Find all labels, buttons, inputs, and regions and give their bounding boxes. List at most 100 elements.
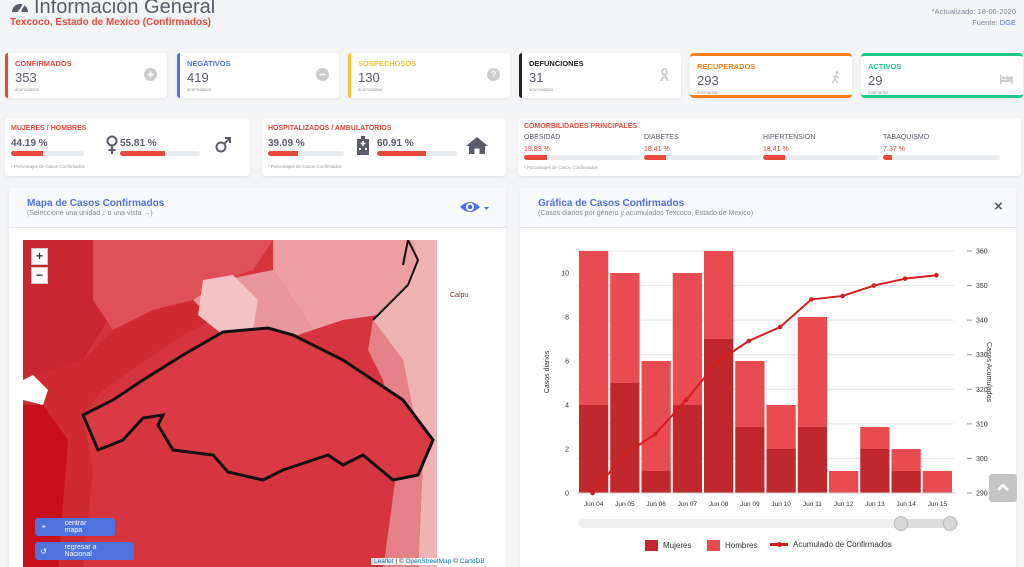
hospital-label: HOSPITALIZADOS / AMBULATORIOS: [268, 125, 392, 132]
stat-sublabel: estimados: [697, 90, 718, 95]
bar-hombres: [797, 317, 827, 427]
map-region[interactable]: [373, 240, 437, 567]
chart-range-slider[interactable]: [578, 519, 958, 528]
stat-card-activos: ACTIVOS 29 estimados: [861, 53, 1023, 98]
home-icon: [466, 137, 488, 154]
map-region[interactable]: [23, 300, 213, 567]
point-acumulado: [871, 283, 877, 288]
men-bar: [120, 151, 200, 156]
back-national-button[interactable]: ↺ regresar a Nacional: [35, 542, 134, 560]
stat-card-confirmados: CONFIRMADOS 353 acumulados: [5, 53, 167, 98]
walking-icon: [831, 71, 840, 84]
page-title: Información General: [34, 0, 216, 18]
close-icon[interactable]: ×: [994, 198, 1003, 215]
map-place-label: Calpu: [450, 292, 469, 299]
stat-label: RECUPERADOS: [697, 62, 756, 71]
point-acumulado: [590, 490, 595, 496]
map-region[interactable]: [273, 240, 418, 330]
y-tick-label: 6: [565, 359, 569, 366]
stat-card-negativos: NEGATIVOS 419 acumulados: [177, 53, 339, 98]
page-subtitle: Texcoco, Estado de Mexico (Confirmados): [10, 17, 211, 28]
cartodb-link[interactable]: CartoDB: [459, 558, 485, 565]
women-percentage: 44.19 %: [11, 138, 48, 149]
choropleth-map[interactable]: [23, 240, 437, 567]
source-label: Fuente:: [972, 18, 998, 27]
x-tick-label: Jun 07: [678, 501, 698, 508]
stat-label: SOSPECHOSOS: [358, 59, 417, 68]
attribution-sep: ©: [451, 558, 460, 565]
scroll-top-button[interactable]: [989, 474, 1017, 502]
minus-circle-icon: [316, 68, 329, 81]
gender-label: MUJERES / HOMBRES: [11, 125, 87, 132]
y-right-tick-label: 300: [976, 456, 988, 463]
center-map-button[interactable]: ⌖ centrar mapa: [35, 518, 115, 536]
source-link[interactable]: DGE: [999, 18, 1016, 27]
zoom-out-button[interactable]: −: [31, 267, 48, 284]
osm-link[interactable]: OpenStreetMap: [405, 558, 452, 565]
y-right-tick-label: 330: [976, 352, 988, 359]
stat-sublabel: acumulados: [187, 87, 212, 92]
comorbidity-bar: [524, 155, 641, 160]
cases-chart: 0 2 4 6 8 10 290 300 310 320 330 340 350 360 Casos dia…: [544, 249, 992, 509]
x-tick-label: Jun 10: [771, 501, 791, 508]
map-region[interactable]: [23, 375, 48, 405]
male-icon: [215, 137, 231, 153]
comorbidity-name: TABAQUISMO: [883, 134, 930, 141]
selected-municipality-outline[interactable]: [81, 326, 435, 482]
stat-label: CONFIRMADOS: [15, 59, 72, 68]
stat-card-recuperados: RECUPERADOS 293 estimados: [690, 53, 852, 98]
bar-mujeres: [704, 339, 734, 493]
bar-hombres: [922, 471, 952, 493]
bar-mujeres: [797, 427, 827, 493]
legend-mujeres[interactable]: Mujeres: [645, 540, 691, 551]
point-acumulado: [777, 324, 783, 330]
x-tick-label: Jun 05: [615, 501, 635, 508]
map-region[interactable]: [198, 275, 258, 335]
ambulatory-percentage: 60.91 %: [377, 138, 414, 149]
stat-value: 29: [868, 73, 883, 88]
stat-value: 419: [187, 70, 209, 85]
hospital-card: HOSPITALIZADOS / AMBULATORIOS 39.09 % 60…: [262, 118, 506, 176]
legend-label: Mujeres: [663, 541, 692, 550]
map-region[interactable]: [93, 240, 273, 330]
update-info: *Actualizado: 18-06-2020 Fuente: DGE: [932, 6, 1016, 28]
point-acumulado: [652, 431, 658, 437]
range-handle-left[interactable]: [894, 516, 908, 531]
attribution-sep: | ©: [393, 558, 406, 565]
comorbidity-percentage: 18.41 %: [763, 146, 789, 153]
view-toggle-eye-icon[interactable]: [459, 199, 489, 215]
point-acumulado: [809, 297, 814, 302]
comorbidities-card: COMORBILIDADES PRINCIPALES OBESIDAD 19.83…: [518, 118, 1021, 176]
y-tick-label: 2: [565, 447, 569, 454]
bed-icon: [1000, 75, 1013, 84]
dashboard-gauge-icon: [12, 3, 28, 13]
stat-label: DEFUNCIONES: [529, 59, 584, 68]
line-acumulado: [591, 274, 937, 494]
bar-hombres: [641, 361, 671, 471]
stat-value: 130: [358, 70, 380, 85]
center-map-label: centrar mapa: [64, 520, 87, 534]
bar-mujeres: [579, 405, 609, 493]
x-tick-label: Jun 12: [834, 501, 854, 508]
y-right-tick-label: 350: [976, 283, 988, 290]
chart-panel-header: [520, 188, 1016, 228]
comorbidities-note: * Porcentajes de Casos Confirmados: [524, 165, 598, 170]
stat-sublabel: acumulados: [358, 87, 383, 92]
plus-circle-icon: [144, 68, 157, 81]
chart-range-window[interactable]: [898, 519, 958, 528]
map-panel-header: [9, 188, 506, 228]
comorbidity-bar: [644, 155, 761, 160]
updated-date: *Actualizado: 18-06-2020: [931, 7, 1016, 16]
legend-acumulado[interactable]: Acumulado de Confirmados: [770, 540, 892, 549]
leaflet-link[interactable]: Leaflet: [374, 558, 394, 565]
map-regions[interactable]: [23, 240, 437, 567]
comorbidity-percentage: 18.41 %: [644, 146, 670, 153]
x-tick-label: Jun 08: [709, 501, 729, 508]
legend-hombres[interactable]: Hombres: [707, 540, 757, 551]
bar-hombres: [704, 251, 734, 339]
hospitalized-percentage: 39.09 %: [268, 138, 305, 149]
female-icon: [106, 135, 118, 154]
zoom-in-button[interactable]: +: [31, 248, 48, 265]
range-handle-right[interactable]: [943, 516, 957, 531]
map-panel-subtitle: (Seleccione una unidad ↓ o una vista →): [27, 210, 153, 217]
